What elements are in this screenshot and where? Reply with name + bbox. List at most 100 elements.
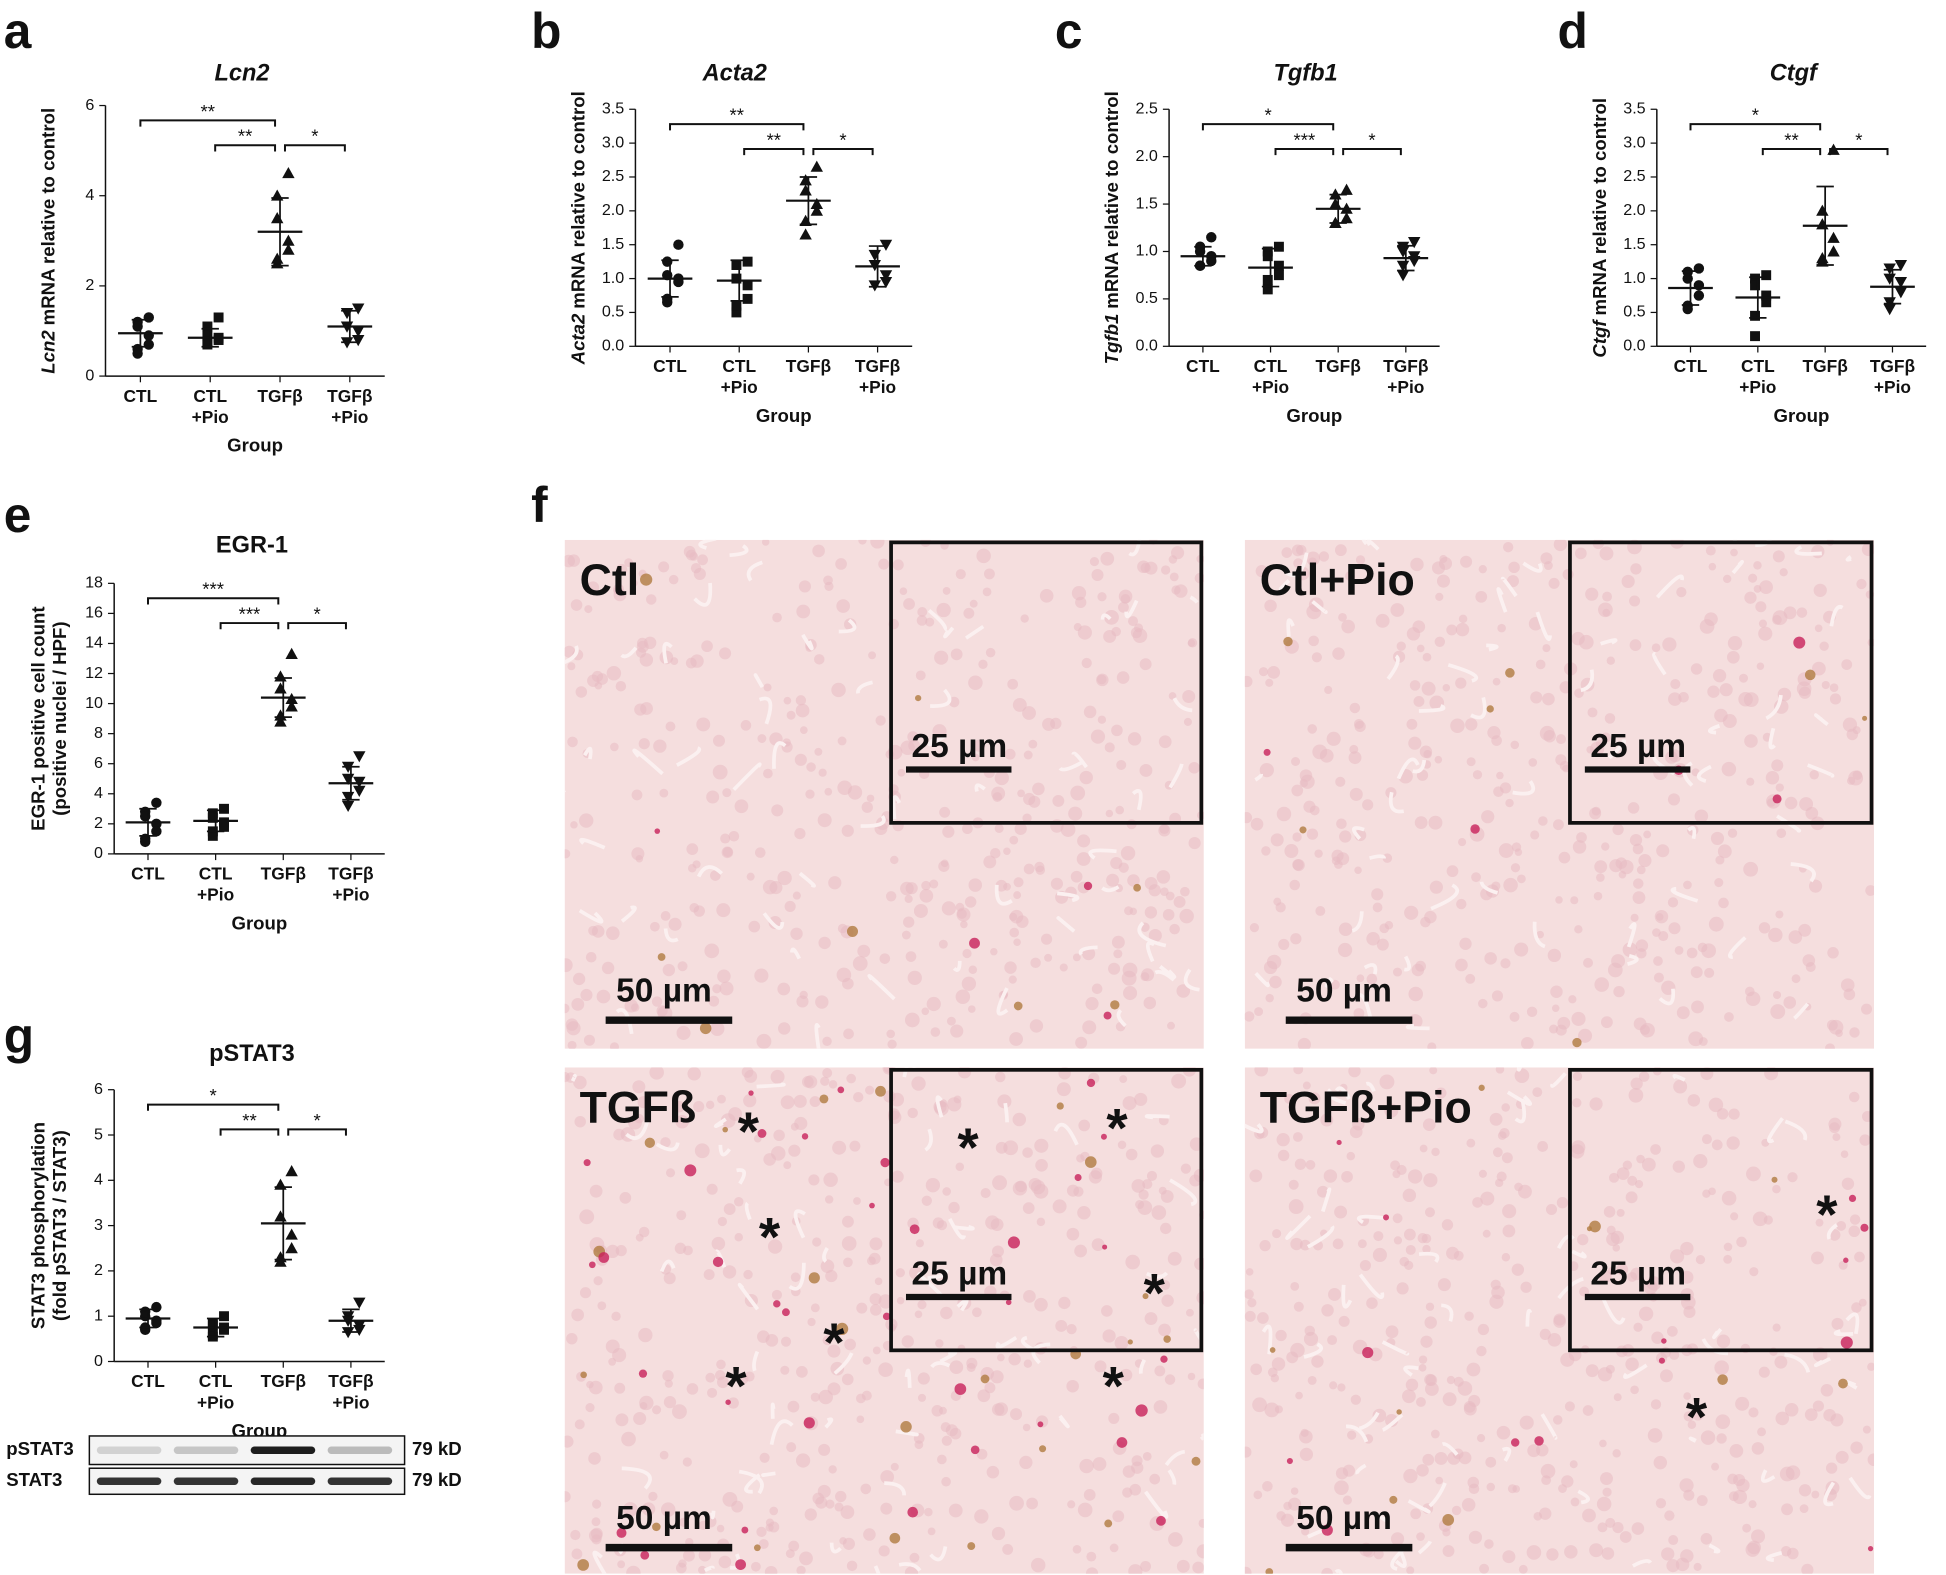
tissue-cell bbox=[1555, 1024, 1567, 1036]
tissue-cell bbox=[757, 1330, 770, 1343]
stained-nucleus bbox=[808, 1272, 820, 1284]
tissue-edge bbox=[943, 626, 955, 639]
tissue-cell bbox=[1847, 776, 1856, 785]
tissue-cell bbox=[636, 637, 648, 649]
significance-label: * bbox=[1855, 129, 1862, 150]
stained-nucleus bbox=[1589, 1220, 1601, 1233]
tissue-cell bbox=[1437, 1278, 1451, 1292]
tissue-cell bbox=[1013, 877, 1024, 888]
tissue-cell bbox=[777, 870, 792, 886]
tissue-edge bbox=[762, 912, 785, 930]
tissue-cell bbox=[1176, 984, 1191, 998]
scale-bar-label: 50 µm bbox=[616, 973, 712, 1010]
data-point bbox=[810, 204, 823, 216]
tissue-edge bbox=[1286, 618, 1295, 637]
tissue-cell bbox=[1455, 958, 1468, 972]
tissue-edge bbox=[1324, 976, 1334, 988]
tissue-cell bbox=[1158, 824, 1171, 837]
tissue-edge bbox=[1303, 1342, 1323, 1359]
tissue-cell bbox=[579, 1209, 595, 1225]
tissue-cell bbox=[1829, 1122, 1840, 1134]
data-point bbox=[1894, 276, 1908, 289]
tissue-cell bbox=[895, 1268, 905, 1278]
tissue-cell bbox=[1519, 1415, 1534, 1430]
tissue-cell bbox=[1484, 952, 1497, 965]
tissue-cell bbox=[1090, 1167, 1103, 1180]
tissue-cell bbox=[1633, 1322, 1643, 1332]
tissue-cell bbox=[1247, 1298, 1257, 1308]
tissue-cell bbox=[940, 859, 949, 868]
tissue-cell bbox=[1416, 644, 1425, 653]
tissue-cell bbox=[1711, 1462, 1720, 1471]
tissue-cell bbox=[1079, 770, 1093, 785]
tissue-edge bbox=[1116, 1008, 1127, 1028]
tissue-cell bbox=[592, 1499, 602, 1509]
tissue-cell bbox=[567, 1040, 577, 1049]
tissue-cell bbox=[564, 1435, 574, 1448]
tissue-cell bbox=[606, 926, 620, 940]
x-axis-label: Group bbox=[756, 405, 812, 426]
tissue-edge bbox=[1356, 1214, 1385, 1224]
tissue-cell bbox=[1715, 855, 1725, 865]
tissue-cell bbox=[1546, 1548, 1559, 1561]
x-axis-label: Group bbox=[231, 913, 287, 934]
tissue-cell bbox=[1284, 844, 1299, 858]
y-axis-label-italic: Tgfb1 bbox=[1101, 314, 1122, 365]
tissue-cell bbox=[878, 1545, 890, 1557]
tissue-cell bbox=[1492, 677, 1501, 686]
tissue-cell bbox=[1083, 705, 1097, 719]
stained-nucleus bbox=[1084, 1156, 1097, 1168]
x-tick-label: +Pio bbox=[1252, 377, 1289, 397]
tissue-cell bbox=[1479, 1563, 1490, 1574]
tissue-cell bbox=[886, 1029, 896, 1039]
tissue-cell bbox=[1023, 750, 1033, 760]
tissue-edge bbox=[1514, 1098, 1527, 1124]
tissue-cell bbox=[1717, 844, 1732, 859]
tissue-cell bbox=[1294, 1158, 1307, 1170]
tissue-edge bbox=[996, 987, 1009, 1016]
tissue-cell bbox=[1747, 1540, 1761, 1555]
tissue-cell bbox=[564, 1491, 571, 1503]
tissue-cell bbox=[1600, 1016, 1613, 1029]
tissue-cell bbox=[575, 686, 588, 698]
tissue-edge bbox=[790, 947, 801, 960]
tissue-cell bbox=[1616, 1208, 1625, 1217]
tissue-cell bbox=[787, 1400, 800, 1413]
tissue-cell bbox=[650, 921, 660, 932]
tissue-cell bbox=[1472, 1197, 1483, 1208]
tissue-cell bbox=[1161, 1294, 1174, 1307]
x-tick-label: CTL bbox=[1741, 356, 1775, 376]
tissue-edge bbox=[1003, 1102, 1009, 1123]
tissue-cell bbox=[1594, 860, 1608, 874]
tissue-cell bbox=[1348, 1067, 1361, 1078]
tissue-cell bbox=[1254, 1007, 1264, 1017]
tissue-edge bbox=[1470, 696, 1487, 720]
tissue-edge bbox=[1071, 751, 1088, 769]
tissue-cell bbox=[1009, 909, 1024, 924]
tissue-edge bbox=[898, 1562, 922, 1572]
tissue-cell bbox=[1342, 1464, 1356, 1477]
tissue-edge bbox=[1441, 1442, 1459, 1456]
stained-nucleus bbox=[1037, 1421, 1044, 1428]
tissue-cell bbox=[1832, 1133, 1841, 1142]
tissue-cell bbox=[1142, 1451, 1152, 1461]
tissue-cell bbox=[1090, 729, 1106, 744]
data-point bbox=[1262, 274, 1273, 285]
data-point bbox=[1827, 231, 1840, 243]
tissue-cell bbox=[1701, 943, 1717, 959]
data-point bbox=[219, 803, 229, 814]
tissue-cell bbox=[1293, 1301, 1304, 1312]
tissue-edge bbox=[953, 1224, 975, 1231]
tissue-cell bbox=[1339, 830, 1352, 843]
tissue-cell bbox=[1312, 744, 1328, 760]
tissue-edge bbox=[1261, 1324, 1273, 1355]
tissue-cell bbox=[570, 599, 583, 611]
tissue-edge bbox=[715, 1249, 727, 1268]
tissue-edge bbox=[935, 1095, 944, 1118]
tissue-cell bbox=[1150, 1144, 1165, 1158]
tissue-cell bbox=[1020, 614, 1029, 623]
tissue-edge bbox=[1278, 579, 1291, 591]
tissue-cell bbox=[728, 1107, 743, 1121]
tissue-cell bbox=[1751, 1442, 1765, 1455]
tissue-cell bbox=[1476, 1434, 1486, 1443]
